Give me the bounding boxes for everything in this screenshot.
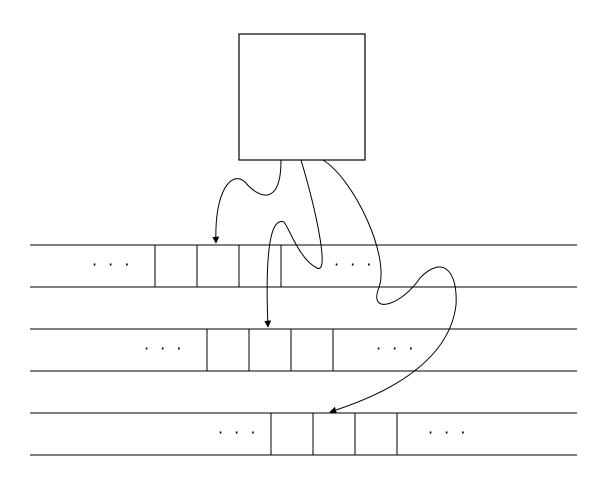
- array-row-3: · · · · · ·: [30, 412, 577, 456]
- source-box: [238, 33, 366, 161]
- pointer-arrow-to-row-2: [264, 159, 323, 328]
- pointer-arrow-to-row-1: [212, 159, 282, 244]
- row-1-ellipsis-right: · · ·: [334, 255, 374, 274]
- row-3-ellipsis-left: · · ·: [218, 423, 258, 442]
- pointer-arrow-to-row-3: [322, 159, 457, 414]
- row-2-ellipsis-left: · · ·: [144, 339, 184, 358]
- row-3-ellipsis-right: · · ·: [428, 423, 468, 442]
- array-row-1: · · · · · ·: [30, 244, 577, 288]
- row-1-ellipsis-left: · · ·: [92, 255, 132, 274]
- array-row-2: · · · · · ·: [30, 328, 577, 372]
- row-2-ellipsis-right: · · ·: [376, 339, 416, 358]
